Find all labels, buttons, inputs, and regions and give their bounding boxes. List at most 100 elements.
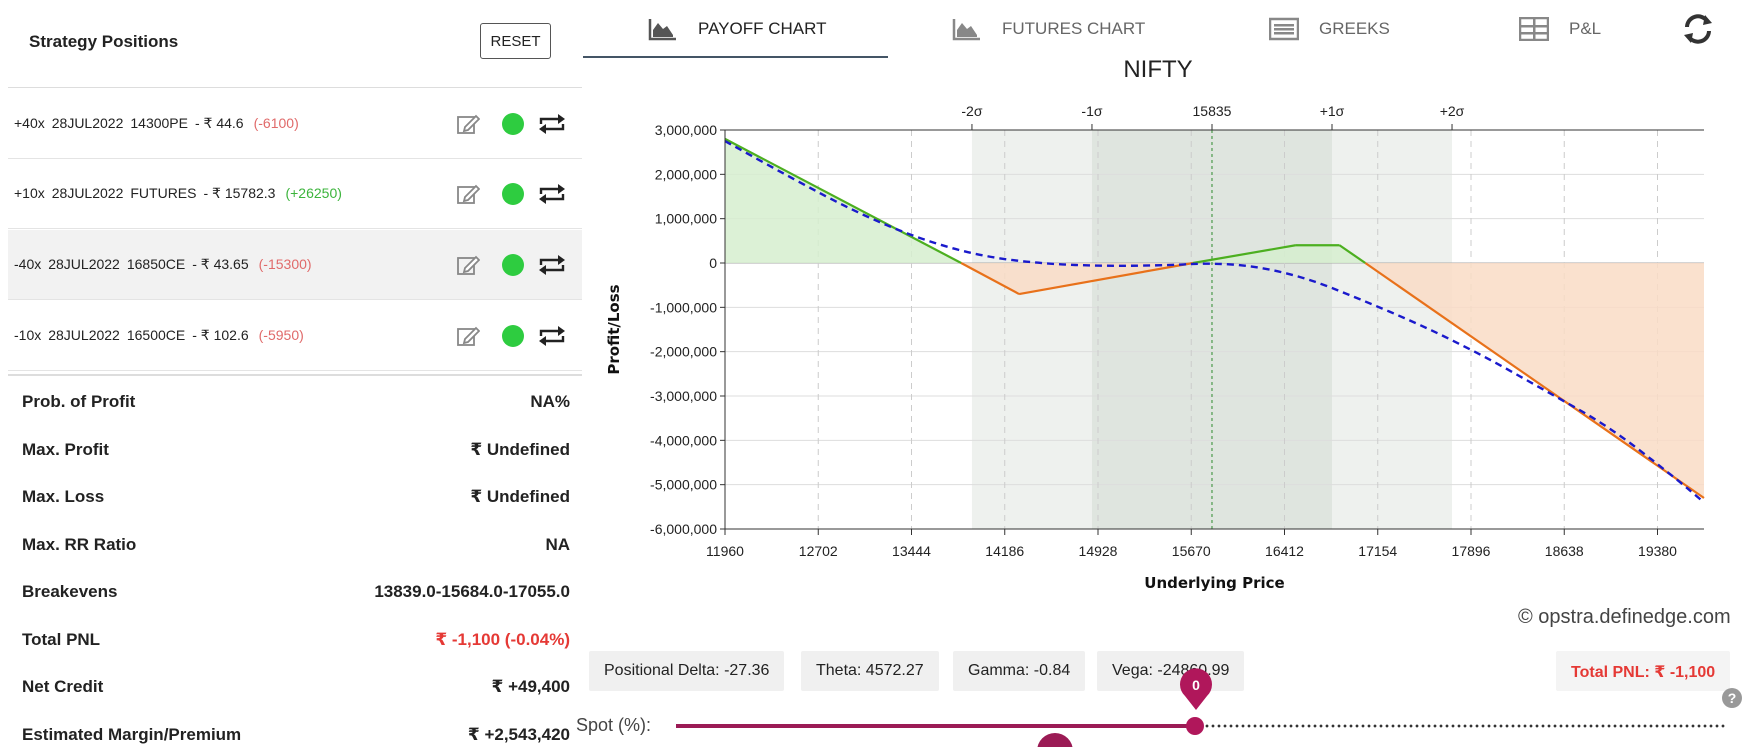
payoff-expiry-segment bbox=[1192, 244, 1296, 265]
tab-label: PAYOFF CHART bbox=[698, 19, 827, 38]
strategy-panel: Strategy Positions RESET +40x 28JUL2022 14… bbox=[0, 0, 582, 747]
position-price: - ₹ 15782.3 bbox=[203, 185, 276, 201]
y-tick-label: 1,000,000 bbox=[655, 211, 717, 227]
stat-value: NA% bbox=[530, 392, 570, 411]
y-tick-label: -6,000,000 bbox=[650, 521, 717, 537]
sigma-label: -1σ bbox=[1081, 103, 1102, 119]
position-expiry: 28JUL2022 bbox=[51, 115, 124, 131]
stat-label: Breakevens bbox=[22, 582, 118, 601]
stat-label: Max. RR Ratio bbox=[22, 534, 137, 554]
position-expiry: 28JUL2022 bbox=[51, 185, 124, 201]
payoff-target-line bbox=[724, 140, 1705, 504]
stat-label: Estimated Margin/Premium bbox=[22, 724, 242, 744]
stat-row: Prob. of Profit NA% bbox=[8, 376, 582, 424]
sigma-label: 15835 bbox=[1193, 103, 1232, 119]
edit-icon[interactable] bbox=[456, 113, 480, 135]
payoff-expiry-segment bbox=[1338, 244, 1366, 264]
sigma-label: +2σ bbox=[1440, 103, 1465, 119]
swap-icon[interactable] bbox=[538, 183, 566, 205]
sigma-label: -2σ bbox=[961, 103, 982, 119]
edit-icon[interactable] bbox=[456, 325, 480, 347]
tab-p-l[interactable]: P&L bbox=[1519, 0, 1601, 58]
x-tick-label: 16412 bbox=[1265, 543, 1304, 559]
x-tick-label: 19380 bbox=[1638, 543, 1677, 559]
stat-label: Total PNL bbox=[22, 629, 101, 649]
stat-row: Breakevens 13839.0-15684.0-17055.0 bbox=[8, 566, 582, 614]
x-tick-label: 18638 bbox=[1545, 543, 1584, 559]
y-tick-label: 3,000,000 bbox=[655, 122, 717, 138]
active-status-dot[interactable] bbox=[502, 182, 524, 205]
chart-panel: PAYOFF CHART FUTURES CHART GREEKS P&L 3,000… bbox=[576, 0, 1752, 747]
stat-value: 13839.0-15684.0-17055.0 bbox=[374, 582, 570, 601]
tab-greeks[interactable]: GREEKS bbox=[1269, 0, 1390, 58]
strategy-stats: Prob. of Profit NA% Max. Profit ₹ Undefined… bbox=[8, 374, 582, 747]
refresh-icon[interactable] bbox=[1681, 12, 1715, 46]
slider-value: 0 bbox=[1192, 677, 1200, 693]
position-row[interactable]: -10x 28JUL2022 16500CE - ₹ 102.6 (-5950) bbox=[8, 301, 582, 371]
x-tick-label: 11960 bbox=[706, 543, 744, 559]
y-tick-label: -2,000,000 bbox=[650, 344, 717, 360]
position-qty: +40x bbox=[14, 115, 45, 131]
tab-label: P&L bbox=[1569, 19, 1602, 38]
position-expiry: 28JUL2022 bbox=[48, 327, 120, 343]
greek-badge: Vega: -24860.99 bbox=[1097, 651, 1245, 691]
position-row[interactable]: +10x 28JUL2022 FUTURES - ₹ 15782.3 (+26250) bbox=[8, 159, 582, 229]
position-pnl: (-15300) bbox=[258, 256, 312, 272]
swap-icon[interactable] bbox=[538, 325, 566, 347]
spot-slider-label: Spot (%): bbox=[576, 715, 652, 735]
y-tick-label: 2,000,000 bbox=[655, 166, 717, 182]
stat-value: ₹ -1,100 (-0.04%) bbox=[435, 629, 570, 649]
x-tick-label: 14186 bbox=[985, 543, 1024, 559]
greek-badge: Positional Delta: -27.36 bbox=[589, 651, 785, 691]
secondary-slider-bubble bbox=[1037, 733, 1073, 747]
sigma-label: +1σ bbox=[1320, 103, 1345, 119]
y-tick-label: -4,000,000 bbox=[650, 432, 717, 448]
active-tab-indicator bbox=[583, 56, 888, 58]
position-instrument: 16500CE bbox=[126, 327, 186, 343]
active-status-dot[interactable] bbox=[502, 324, 524, 347]
active-status-dot[interactable] bbox=[502, 112, 524, 135]
tab-label: FUTURES CHART bbox=[1002, 19, 1146, 38]
position-pnl: (-5950) bbox=[258, 327, 304, 343]
stat-label: Max. Loss bbox=[22, 487, 105, 506]
position-price: - ₹ 43.65 bbox=[192, 256, 249, 272]
y-tick-label: -3,000,000 bbox=[650, 388, 717, 404]
active-status-dot[interactable] bbox=[502, 253, 524, 276]
position-text: +40x 28JUL2022 14300PE - ₹ 44.6 (-6100) bbox=[14, 115, 299, 132]
position-instrument: FUTURES bbox=[130, 185, 197, 201]
y-tick-label: 0 bbox=[709, 255, 717, 271]
swap-icon[interactable] bbox=[538, 254, 566, 276]
stat-value: NA bbox=[545, 534, 570, 554]
x-axis-label: Underlying Price bbox=[1144, 574, 1284, 592]
help-icon[interactable]: ? bbox=[1722, 688, 1742, 708]
position-row[interactable]: +40x 28JUL2022 14300PE - ₹ 44.6 (-6100) bbox=[8, 89, 582, 159]
spot-slider-fill bbox=[676, 724, 1201, 728]
stat-value: ₹ Undefined bbox=[470, 487, 570, 506]
edit-icon[interactable] bbox=[456, 183, 480, 205]
y-tick-label: -5,000,000 bbox=[650, 477, 717, 493]
table-icon bbox=[1519, 17, 1549, 41]
tab-payoff-chart[interactable]: PAYOFF CHART bbox=[648, 0, 826, 58]
watermark: © opstra.definedge.com bbox=[1518, 606, 1731, 628]
position-expiry: 28JUL2022 bbox=[48, 256, 120, 272]
position-text: -40x 28JUL2022 16850CE - ₹ 43.65 (-15300) bbox=[14, 256, 312, 273]
tab-futures-chart[interactable]: FUTURES CHART bbox=[952, 0, 1145, 58]
stat-row: Max. Loss ₹ Undefined bbox=[8, 471, 582, 519]
position-qty: +10x bbox=[14, 185, 45, 201]
greek-badge: Theta: 4572.27 bbox=[801, 651, 939, 691]
payoff-expiry-segment bbox=[1018, 261, 1194, 296]
stat-label: Prob. of Profit bbox=[22, 392, 136, 411]
position-row[interactable]: -40x 28JUL2022 16850CE - ₹ 43.65 (-15300) bbox=[8, 230, 582, 300]
list-icon bbox=[1269, 17, 1299, 41]
profit-area bbox=[725, 138, 1366, 263]
edit-icon[interactable] bbox=[456, 254, 480, 276]
reset-button[interactable]: RESET bbox=[480, 23, 551, 59]
strategy-panel-header: Strategy Positions RESET bbox=[8, 0, 582, 88]
position-qty: -40x bbox=[14, 256, 42, 272]
x-tick-label: 15670 bbox=[1172, 543, 1211, 559]
swap-icon[interactable] bbox=[538, 113, 566, 135]
spot-slider-thumb[interactable] bbox=[1186, 717, 1204, 735]
stat-row: Net Credit ₹ +49,400 bbox=[8, 661, 582, 709]
strategy-panel-title: Strategy Positions bbox=[29, 32, 179, 51]
